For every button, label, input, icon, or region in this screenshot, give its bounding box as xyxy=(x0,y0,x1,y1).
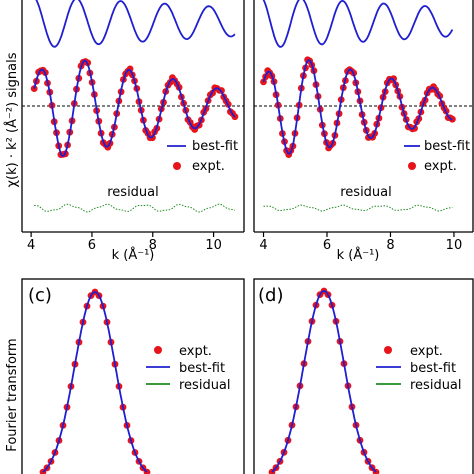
panel-c-bestfit-line xyxy=(42,291,148,473)
panel-c-legend-expt: expt. xyxy=(179,344,212,359)
panel-a-offset-curve xyxy=(35,0,236,48)
panel-b-legend-expt-swatch xyxy=(408,162,416,170)
panel-d: (d) expt. best-fit residual xyxy=(253,278,474,474)
panel-a-legend-bestfit: best-fit xyxy=(192,139,238,154)
panel-a-xtick-label: 6 xyxy=(88,238,96,253)
panel-c-legend-bestfit: best-fit xyxy=(179,361,225,376)
panel-b-xlabel: k (Å⁻¹) xyxy=(337,247,380,263)
panel-b: 4 6 8 10 k (Å⁻¹) residual best-fit expt. xyxy=(253,0,474,263)
panel-d-legend-expt-swatch xyxy=(384,346,392,354)
panel-b-residual-line xyxy=(263,204,453,212)
panel-d-plot xyxy=(268,287,380,474)
panel-a-legend: best-fit expt. xyxy=(167,139,238,174)
panel-b-legend-expt: expt. xyxy=(424,159,457,174)
panel-d-legend-residual: residual xyxy=(410,378,462,393)
panel-b-offset-curve xyxy=(262,0,454,48)
panel-b-xtick-label: 8 xyxy=(386,238,394,253)
panel-c-letter: (c) xyxy=(28,285,52,306)
panel-a-xlabel: k (Å⁻¹) xyxy=(112,247,155,263)
panel-c-plot xyxy=(39,288,151,474)
panel-b-xtick-label: 6 xyxy=(323,238,331,253)
ylabel-top: χ(k) · k² (Å⁻²) signals xyxy=(4,52,20,187)
panel-b-xticks: 4 6 8 10 xyxy=(259,232,462,253)
panel-d-frame xyxy=(253,278,474,474)
panel-a-xticks: 4 6 8 10 xyxy=(27,232,222,253)
panel-a-xtick-label: 8 xyxy=(149,238,157,253)
panel-d-legend: expt. best-fit residual xyxy=(376,344,462,393)
panel-c-legend: expt. best-fit residual xyxy=(146,344,231,393)
panel-b-bestfit-line xyxy=(262,59,453,155)
panel-d-legend-bestfit: best-fit xyxy=(410,361,456,376)
panel-a-plot xyxy=(22,0,244,213)
panel-a-residual-label: residual xyxy=(107,185,159,200)
panel-a-bestfit-line xyxy=(33,59,236,157)
panel-d-bestfit-line xyxy=(271,290,377,473)
panel-a-xtick-label: 4 xyxy=(27,238,35,253)
panel-a-residual-line xyxy=(34,203,236,213)
panel-b-legend: best-fit expt. xyxy=(404,139,470,174)
panel-a: 4 6 8 10 k (Å⁻¹) residual best-fit expt. xyxy=(21,0,245,263)
panel-d-letter: (d) xyxy=(258,285,283,306)
panel-a-legend-expt-swatch xyxy=(173,162,181,170)
panel-c-legend-expt-swatch xyxy=(154,346,162,354)
panel-c-frame xyxy=(21,278,245,474)
panel-b-residual-label: residual xyxy=(340,185,392,200)
panel-a-xtick-label: 10 xyxy=(205,238,222,253)
ylabel-bottom: Fourier transform xyxy=(5,338,20,451)
panel-b-plot xyxy=(254,0,473,212)
panel-b-expt-point xyxy=(390,75,397,83)
panel-c-legend-residual: residual xyxy=(179,378,231,393)
panel-d-legend-expt: expt. xyxy=(410,344,443,359)
panel-b-xtick-label: 4 xyxy=(259,238,267,253)
panel-b-legend-bestfit: best-fit xyxy=(424,139,470,154)
panel-a-legend-expt: expt. xyxy=(192,159,225,174)
panel-b-xtick-label: 10 xyxy=(446,238,463,253)
panel-c: (c) expt. best-fit residual xyxy=(21,278,245,474)
